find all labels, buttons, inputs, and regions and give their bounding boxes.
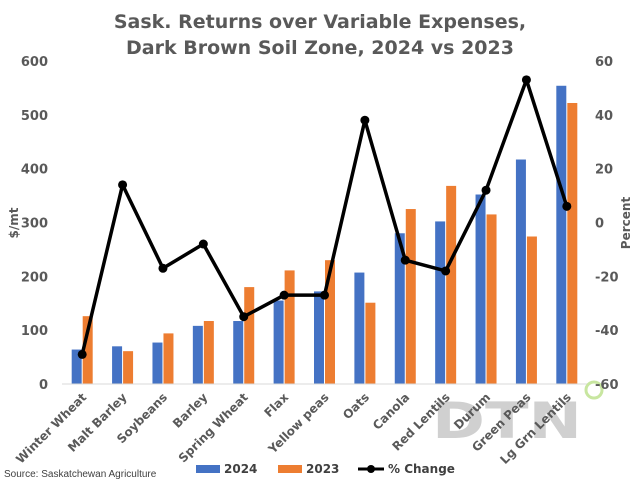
legend-label-change: % Change <box>388 462 455 476</box>
y2-tick-label: -60 <box>595 378 619 393</box>
change-marker-red-lentils <box>441 266 451 276</box>
bar-2024-spring-wheat <box>233 321 244 384</box>
bar-2024-green-peas <box>515 159 526 384</box>
bar-2023-malt-barley <box>123 351 134 384</box>
change-marker-spring-wheat <box>239 312 249 322</box>
bar-2023-lg-grn-lentils <box>567 102 578 385</box>
bar-2024-oats <box>354 272 365 384</box>
legend-marker-change <box>367 465 375 473</box>
y2-tick-label: 20 <box>595 163 613 178</box>
bar-2024-lg-grn-lentils <box>556 85 567 384</box>
source-note: Source: Saskatchewan Agriculture <box>4 469 157 480</box>
bar-2023-soybeans <box>163 333 174 384</box>
change-marker-yellow-peas <box>320 290 329 300</box>
change-marker-barley <box>198 239 208 249</box>
y2-tick-label: 40 <box>595 109 613 124</box>
y-tick-label: 500 <box>21 109 48 124</box>
change-marker-canola <box>400 255 410 265</box>
x-tick-label: Winter Wheat <box>13 390 89 466</box>
y2-axis-label: Percent <box>619 197 633 250</box>
bar-2024-malt-barley <box>112 346 123 384</box>
chart-title-line-2: Dark Brown Soil Zone, 2024 vs 2023 <box>126 37 514 59</box>
y-tick-label: 400 <box>21 163 48 178</box>
y-axis-label: $/mt <box>7 207 21 238</box>
dtn-watermark: DTN <box>432 392 582 450</box>
change-marker-winter-wheat <box>77 349 87 359</box>
change-marker-green-peas <box>521 75 531 85</box>
bar-2023-flax <box>284 270 295 384</box>
change-marker-soybeans <box>158 263 168 273</box>
y2-tick-label: 60 <box>595 55 613 70</box>
bar-2024-barley <box>192 325 203 384</box>
bar-2023-canola <box>405 209 416 384</box>
bar-2023-red-lentils <box>446 185 457 384</box>
y-tick-label: 600 <box>21 55 48 70</box>
x-tick-label: Barley <box>170 390 211 431</box>
bar-2023-oats <box>365 302 376 384</box>
change-marker-lg-grn-lentils <box>562 201 572 211</box>
bar-2023-durum <box>486 214 497 384</box>
legend-swatch-2023 <box>278 465 302 473</box>
bar-2023-spring-wheat <box>244 287 255 384</box>
bar-2023-yellow-peas <box>325 260 335 384</box>
bar-2024-flax <box>273 300 284 384</box>
bar-2024-durum <box>475 194 486 384</box>
legend-label-2023: 2023 <box>306 462 339 476</box>
change-marker-malt-barley <box>118 180 128 190</box>
change-marker-flax <box>279 290 289 300</box>
bar-2024-yellow-peas <box>314 291 324 384</box>
bar-2023-winter-wheat <box>82 316 93 384</box>
x-tick-label: Spring Wheat <box>176 390 251 465</box>
y-tick-label: 0 <box>39 378 48 393</box>
bar-2024-winter-wheat <box>71 349 82 384</box>
bar-2023-green-peas <box>526 236 537 384</box>
y2-tick-label: 0 <box>595 217 604 232</box>
chart-title-line-1: Sask. Returns over Variable Expenses, <box>114 11 526 33</box>
y-tick-label: 200 <box>21 270 48 285</box>
legend-swatch-2024 <box>196 465 220 473</box>
change-marker-durum <box>481 185 491 195</box>
bar-2024-red-lentils <box>435 221 446 384</box>
watermark-ring-icon <box>584 380 604 400</box>
change-marker-oats <box>360 115 370 125</box>
y-tick-label: 300 <box>21 217 48 232</box>
bar-2023-barley <box>203 321 214 384</box>
legend: 2024 2023 % Change <box>196 462 455 476</box>
y2-tick-label: -40 <box>595 324 619 339</box>
y2-tick-label: -20 <box>595 270 619 285</box>
x-tick-label: Flax <box>261 390 291 420</box>
y-tick-label: 100 <box>21 324 48 339</box>
plot-area: 0 100 200 300 400 500 600 -60 -40 -20 0 20 40 60 Winte… <box>13 55 618 467</box>
bar-2024-canola <box>394 233 405 384</box>
x-tick-label: Oats <box>340 390 372 422</box>
legend-label-2024: 2024 <box>224 462 257 476</box>
bar-2024-soybeans <box>152 342 163 384</box>
